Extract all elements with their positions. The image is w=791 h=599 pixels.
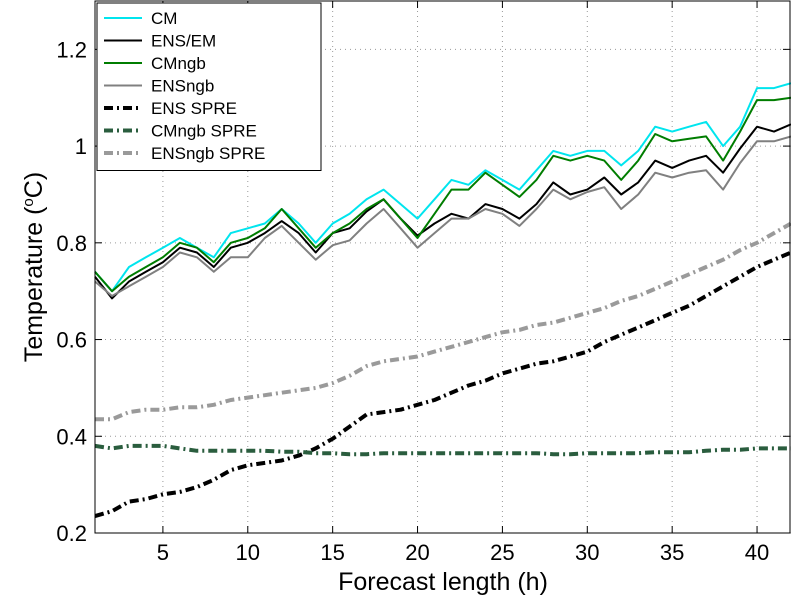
series-line-ensngb-spre — [95, 221, 791, 422]
legend-label-ensngb: ENSngb — [151, 77, 214, 96]
legend-label-cmngb: CMngb — [151, 54, 206, 73]
y-tick-label: 1 — [75, 134, 87, 159]
x-tick-label: 25 — [490, 540, 514, 565]
x-tick-label: 5 — [157, 540, 169, 565]
y-axis-title: Temperature (oC) — [20, 172, 48, 362]
y-tick-label: 0.6 — [56, 328, 87, 353]
series-line-cmngb — [94, 96, 791, 293]
legend-label-ens-em: ENS/EM — [151, 32, 216, 51]
series-line-ens-spre — [94, 250, 791, 519]
x-tick-label: 15 — [320, 540, 344, 565]
x-tick-label: 10 — [236, 540, 260, 565]
plot-frame — [94, 0, 791, 534]
series-line-cm — [94, 82, 791, 293]
x-axis-title: Forecast length (h) — [338, 568, 548, 596]
legend-label-ens-spre: ENS SPRE — [151, 99, 237, 118]
y-tick-label: 1.2 — [56, 37, 87, 62]
legend-label-cmngb-spre: CMngb SPRE — [151, 122, 257, 141]
series-line-ens-em — [94, 123, 791, 300]
legend-label-ensngb-spre: ENSngb SPRE — [151, 144, 265, 163]
y-tick-label: 0.2 — [56, 521, 87, 546]
y-axis-title-unit: C) — [20, 172, 48, 198]
x-tick-label: 35 — [660, 540, 684, 565]
series-line-cmngb-spre — [94, 443, 791, 457]
series-lines — [94, 82, 791, 519]
x-tick-label: 30 — [575, 540, 599, 565]
x-tick-label: 20 — [405, 540, 429, 565]
y-tick-label: 0.4 — [56, 424, 87, 449]
y-tick-label: 0.8 — [56, 231, 87, 256]
x-tick-label: 40 — [745, 540, 769, 565]
legend: CM ENS/EM CMngb ENSngb ENS SPRE CMngb SPRE ENS… — [96, 2, 322, 171]
axis-ticks: 5 10 15 20 25 30 35 40 0.2 0.4 0.6 0.8 1 1.2 — [56, 1, 790, 565]
series-line-ensngb — [94, 135, 791, 297]
y-axis-title-superscript: o — [20, 198, 37, 206]
legend-label-cm: CM — [151, 9, 177, 28]
legend-box — [96, 2, 322, 171]
y-axis-title-text: Temperature ( — [20, 206, 48, 362]
